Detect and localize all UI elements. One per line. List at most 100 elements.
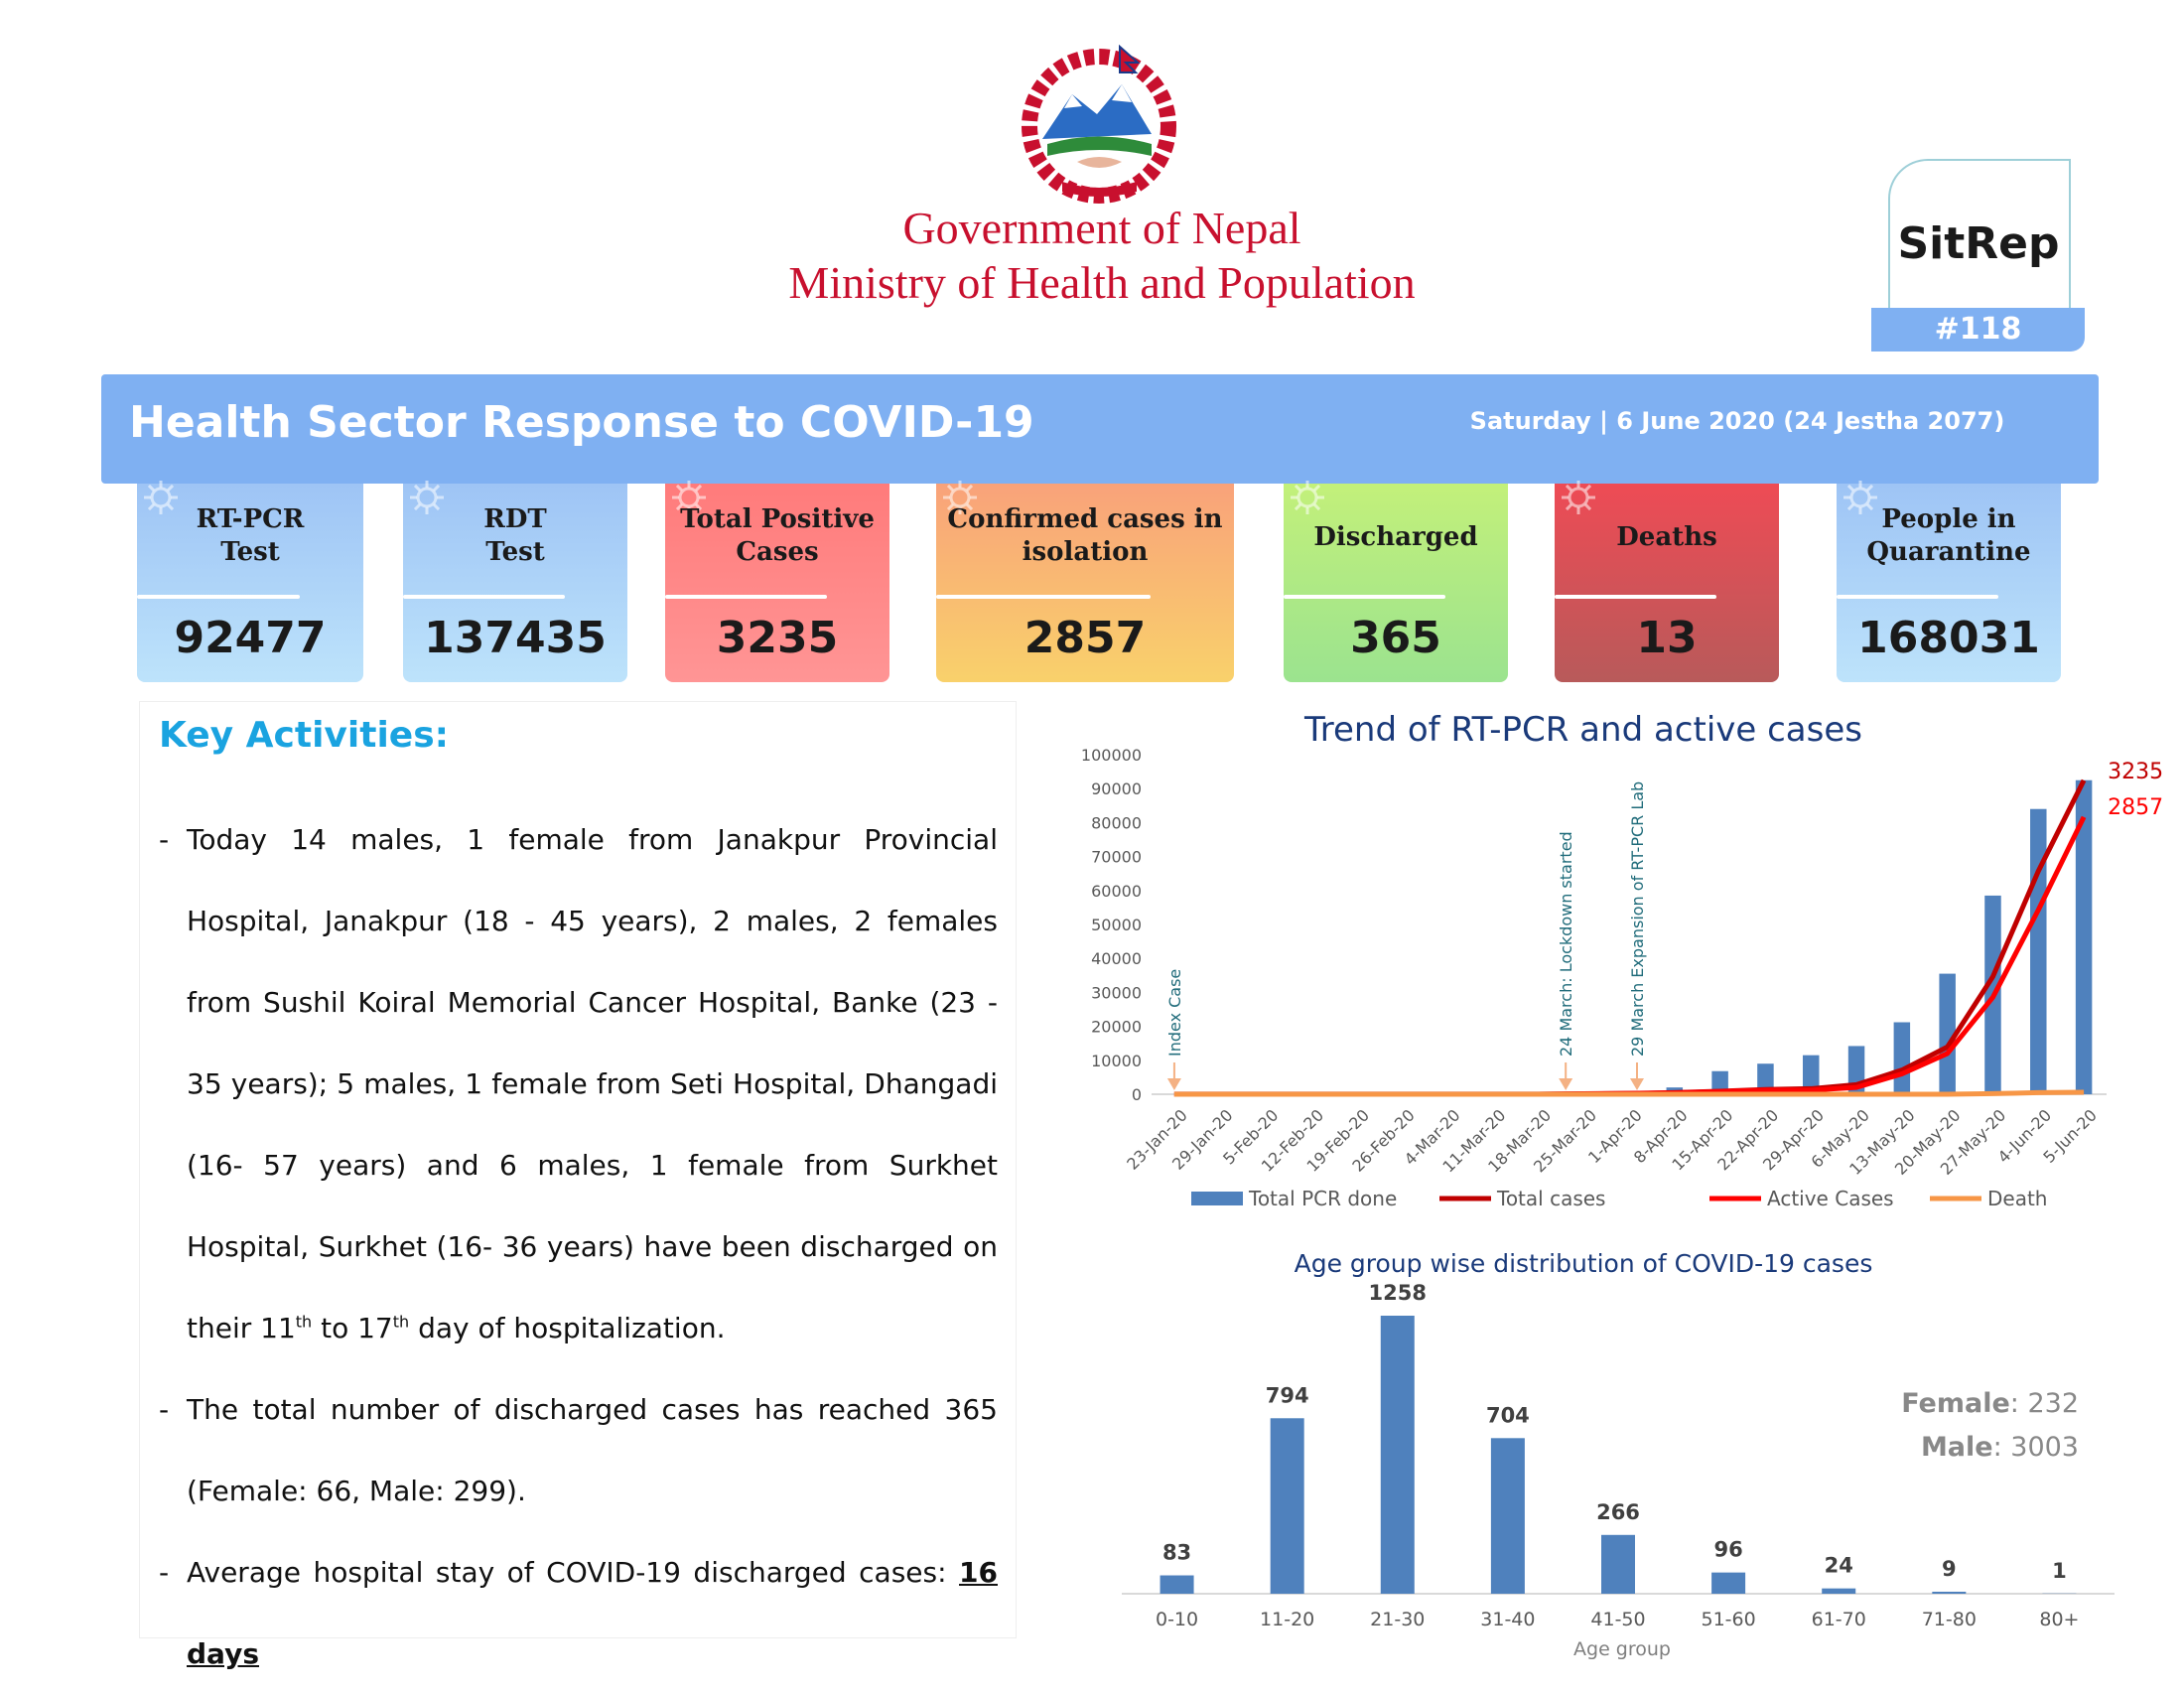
legend-label: Death — [1987, 1187, 2047, 1210]
annotation-arrowhead — [1167, 1078, 1181, 1090]
trend-chart: 0100002000030000400005000060000700008000… — [1032, 735, 2164, 1231]
age-bar — [1160, 1576, 1194, 1594]
total-cases-end-label: 3235 — [2108, 760, 2163, 784]
stat-label-line1: People in — [1881, 504, 2015, 534]
report-date: Saturday | 6 June 2020 (24 Jestha 2077) — [1459, 407, 2015, 435]
age-bar-value: 96 — [1713, 1538, 1742, 1562]
chart-annotation: 29 March Expansion of RT-PCR Lab — [1628, 781, 1647, 1057]
trend-y-tick: 0 — [1132, 1085, 1142, 1104]
male-count: Male: 3003 — [1827, 1432, 2079, 1463]
age-x-tick: 11-20 — [1260, 1609, 1314, 1630]
age-bar-value: 794 — [1266, 1383, 1309, 1407]
age-x-tick: 21-30 — [1370, 1609, 1425, 1630]
activity-text-3-label: Average hospital stay of COVID-19 discha… — [187, 1556, 959, 1589]
activity-text-1-part-b: to 17 — [312, 1312, 393, 1344]
card-divider — [1837, 595, 1998, 599]
active-cases-end-label: 2857 — [2108, 795, 2163, 820]
stat-value: 3235 — [665, 613, 889, 663]
age-chart: 830-1079411-20125821-3070431-4026641-509… — [1112, 1276, 2124, 1683]
age-bar-value: 1 — [2052, 1559, 2067, 1583]
age-bar — [1381, 1316, 1415, 1594]
trend-y-tick: 40000 — [1091, 949, 1142, 968]
age-x-tick: 61-70 — [1812, 1609, 1866, 1630]
age-x-tick: 71-80 — [1922, 1609, 1977, 1630]
trend-y-tick: 60000 — [1091, 882, 1142, 901]
virus-icon — [1288, 478, 1327, 517]
activity-text-3: Average hospital stay of COVID-19 discha… — [187, 1532, 998, 1695]
government-title: Government of Nepal — [556, 204, 1648, 253]
age-bar — [1822, 1589, 1855, 1594]
age-bar-value: 24 — [1825, 1554, 1853, 1578]
virus-icon — [1559, 478, 1598, 517]
activity-text-1: Today 14 males, 1 female from Janakpur P… — [187, 799, 998, 1369]
stat-value: 13 — [1555, 613, 1779, 663]
age-bar — [1932, 1592, 1966, 1594]
age-bar — [1601, 1535, 1635, 1594]
age-x-tick: 0-10 — [1156, 1609, 1198, 1630]
legend-label: Total PCR done — [1248, 1187, 1397, 1210]
stat-value: 168031 — [1837, 613, 2061, 663]
card-divider — [403, 595, 565, 599]
bullet-dash: - — [159, 1369, 169, 1451]
trend-y-tick: 50000 — [1091, 916, 1142, 934]
stat-label: Discharged — [1284, 521, 1508, 554]
card-divider — [137, 595, 300, 599]
age-bar-value: 83 — [1162, 1541, 1191, 1565]
stat-label: Deaths — [1555, 521, 1779, 554]
stat-value: 137435 — [403, 613, 627, 663]
activity-bullet-1: - Today 14 males, 1 female from Janakpur… — [159, 799, 998, 1369]
legend-swatch — [1191, 1192, 1243, 1205]
card-divider — [1284, 595, 1445, 599]
stat-value: 92477 — [137, 613, 363, 663]
trend-y-tick: 70000 — [1091, 848, 1142, 867]
superscript-th: th — [393, 1313, 409, 1332]
age-bar-value: 704 — [1486, 1403, 1530, 1427]
female-key: Female — [1901, 1388, 2010, 1419]
activity-text-1-part-a: Today 14 males, 1 female from Janakpur P… — [187, 823, 998, 1344]
age-bar — [1271, 1418, 1304, 1594]
age-x-label: Age group — [1573, 1638, 1671, 1660]
stat-card: Deaths 13 — [1555, 484, 1779, 682]
trend-y-tick: 10000 — [1091, 1052, 1142, 1070]
female-count: Female: 232 — [1827, 1388, 2079, 1419]
legend-label: Total cases — [1496, 1187, 1605, 1210]
nepal-emblem-icon — [1003, 45, 1196, 204]
key-activities-title: Key Activities: — [159, 715, 449, 756]
legend-label: Active Cases — [1767, 1187, 1894, 1210]
age-bar-value: 9 — [1942, 1557, 1957, 1581]
activity-bullet-2: - The total number of discharged cases h… — [159, 1369, 998, 1532]
activity-text-2: The total number of discharged cases has… — [187, 1369, 998, 1532]
age-x-tick: 80+ — [2039, 1609, 2079, 1630]
stat-value: 2857 — [936, 613, 1234, 663]
stat-label-line1: Deaths — [1616, 522, 1717, 552]
age-x-tick: 31-40 — [1480, 1609, 1535, 1630]
banner-title: Health Sector Response to COVID-19 — [129, 397, 1034, 448]
age-x-tick: 41-50 — [1590, 1609, 1645, 1630]
age-bar — [1711, 1573, 1745, 1594]
stat-label-line1: RT-PCR — [197, 504, 305, 534]
annotation-arrowhead — [1630, 1078, 1644, 1090]
superscript-th: th — [296, 1313, 312, 1332]
sitrep-label: SitRep — [1888, 218, 2069, 269]
stat-label-line2: Quarantine — [1866, 537, 2030, 567]
activity-bullet-3: - Average hospital stay of COVID-19 disc… — [159, 1532, 998, 1695]
annotation-arrowhead — [1559, 1078, 1572, 1090]
sitrep-number: #118 — [1871, 308, 2085, 352]
chart-annotation: Index Case — [1165, 969, 1184, 1057]
stat-label-line1: Total Positive — [680, 504, 875, 534]
age-chart-title: Age group wise distribution of COVID-19 … — [1152, 1249, 2015, 1278]
trend-y-tick: 80000 — [1091, 813, 1142, 832]
age-x-tick: 51-60 — [1702, 1609, 1756, 1630]
female-value: : 232 — [2010, 1388, 2079, 1419]
pcr-bar — [1894, 1022, 1910, 1094]
ministry-title: Ministry of Health and Population — [556, 258, 1648, 308]
age-bar — [1491, 1438, 1525, 1594]
series-line-death — [1174, 1092, 2084, 1094]
